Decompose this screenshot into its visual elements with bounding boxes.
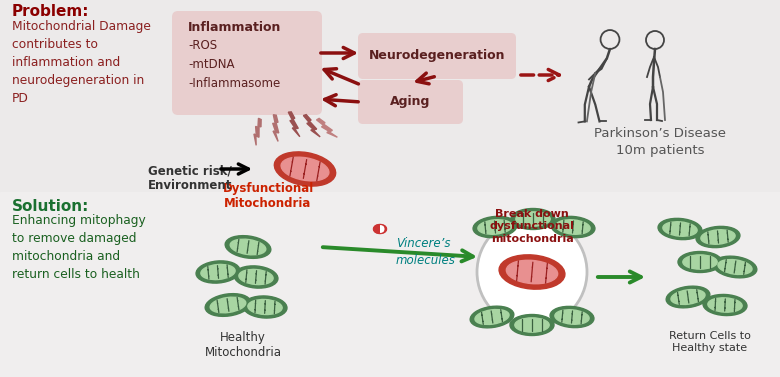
Text: Enhancing mitophagy
to remove damaged
mitochondria and
return cells to health: Enhancing mitophagy to remove damaged mi… [12, 214, 146, 281]
Ellipse shape [201, 264, 235, 280]
Text: Aging: Aging [390, 95, 431, 109]
Ellipse shape [275, 152, 335, 186]
Ellipse shape [243, 296, 287, 318]
Ellipse shape [696, 226, 740, 248]
Ellipse shape [210, 297, 246, 313]
Circle shape [477, 217, 587, 327]
Text: Return Cells to
Healthy state: Return Cells to Healthy state [669, 331, 751, 353]
Ellipse shape [516, 212, 550, 226]
Polygon shape [254, 118, 261, 146]
Ellipse shape [475, 310, 509, 325]
Ellipse shape [510, 314, 554, 336]
Text: Neurodegeneration: Neurodegeneration [369, 49, 505, 63]
Ellipse shape [473, 216, 517, 238]
Text: Vincere’s
molecules: Vincere’s molecules [396, 237, 456, 267]
Ellipse shape [374, 224, 387, 233]
Ellipse shape [663, 222, 697, 236]
Text: Mitochondrial Damage
contributes to
inflammation and
neurodegeneration in
PD: Mitochondrial Damage contributes to infl… [12, 20, 151, 105]
Polygon shape [317, 118, 338, 137]
Text: Dysfunctional
Mitochondria: Dysfunctional Mitochondria [222, 182, 314, 210]
Ellipse shape [551, 216, 595, 238]
Text: Genetic risk/
Environment: Genetic risk/ Environment [148, 164, 232, 192]
Text: Parkinson’s Disease
10m patients: Parkinson’s Disease 10m patients [594, 127, 726, 157]
Ellipse shape [678, 251, 722, 273]
Ellipse shape [713, 256, 757, 278]
Ellipse shape [666, 286, 710, 308]
Ellipse shape [658, 218, 702, 240]
Text: Solution:: Solution: [12, 199, 90, 214]
Ellipse shape [225, 236, 271, 258]
Ellipse shape [239, 270, 273, 285]
Ellipse shape [230, 239, 266, 255]
Ellipse shape [701, 230, 735, 244]
Ellipse shape [718, 259, 752, 274]
Ellipse shape [478, 220, 512, 234]
Ellipse shape [515, 318, 549, 332]
Polygon shape [289, 112, 300, 137]
Ellipse shape [682, 255, 717, 269]
Ellipse shape [703, 294, 747, 316]
Text: Break down
dysfunctional
mitochondria: Break down dysfunctional mitochondria [490, 209, 574, 244]
Text: Healthy
Mitochondria: Healthy Mitochondria [204, 331, 282, 359]
Ellipse shape [556, 220, 590, 234]
Wedge shape [380, 224, 385, 233]
Ellipse shape [671, 290, 705, 305]
Ellipse shape [708, 298, 742, 312]
Ellipse shape [499, 255, 565, 289]
Text: -ROS
-mtDNA
-Inflammasome: -ROS -mtDNA -Inflammasome [188, 39, 280, 90]
Polygon shape [303, 115, 320, 137]
Ellipse shape [506, 260, 558, 284]
Bar [0, 192, 780, 377]
Ellipse shape [196, 261, 240, 283]
Ellipse shape [248, 299, 282, 314]
Text: Inflammation: Inflammation [188, 21, 282, 34]
Text: Problem:: Problem: [12, 4, 90, 19]
FancyBboxPatch shape [358, 33, 516, 79]
Ellipse shape [511, 208, 555, 230]
Ellipse shape [550, 307, 594, 328]
Bar [0, 0, 780, 192]
FancyBboxPatch shape [358, 80, 463, 124]
Ellipse shape [470, 306, 514, 328]
Ellipse shape [234, 266, 278, 288]
Ellipse shape [205, 294, 251, 316]
Polygon shape [273, 115, 278, 141]
Ellipse shape [281, 157, 329, 181]
FancyBboxPatch shape [172, 11, 322, 115]
Ellipse shape [555, 310, 589, 324]
